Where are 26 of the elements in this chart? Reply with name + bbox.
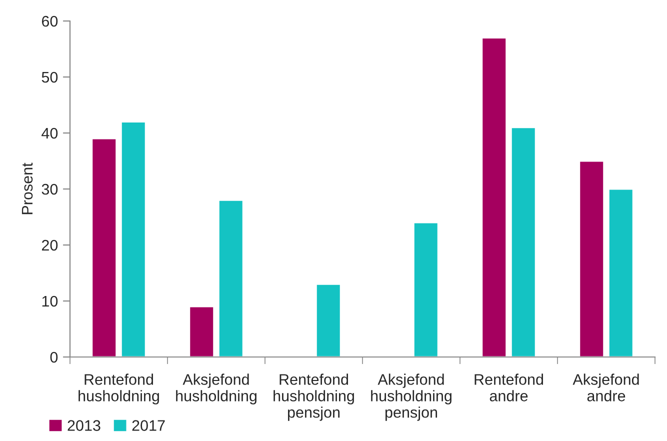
bar: [218, 200, 244, 357]
x-tick-label: Aksjefond andre: [572, 374, 639, 402]
bar: [608, 188, 634, 357]
y-tick-label: 60: [42, 16, 58, 27]
y-tick-label: 40: [42, 128, 58, 139]
y-tick-label: 0: [50, 352, 58, 363]
x-tick-label: Rentefond husholdning pensjon: [274, 374, 354, 421]
legend-label: 2013: [68, 420, 100, 431]
y-tick-label: 20: [42, 240, 58, 251]
bar: [412, 222, 439, 357]
x-tick-label: Aksjefond husholdning pensjon: [371, 374, 452, 421]
y-tick-label: 50: [42, 72, 58, 83]
bar: [510, 126, 536, 357]
x-tick-label: Aksjefond husholdning: [176, 374, 256, 404]
y-axis-title: Prosent: [22, 162, 33, 214]
y-tick-label: 30: [42, 184, 58, 195]
bar: [120, 121, 146, 357]
bar: [578, 160, 605, 357]
bar: [91, 138, 118, 357]
x-tick-label: Rentefond andre: [474, 374, 544, 402]
x-tick-label: Rentefond husholdning: [78, 374, 159, 404]
bar: [481, 37, 508, 357]
y-tick-label: 10: [42, 296, 58, 307]
bar: [188, 306, 215, 357]
bar: [315, 284, 342, 357]
legend-label: 2017: [132, 420, 165, 431]
